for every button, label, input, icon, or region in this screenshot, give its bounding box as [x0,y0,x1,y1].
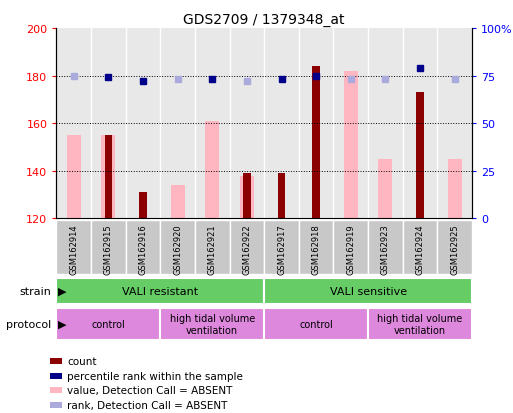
Bar [240,176,254,219]
Text: high tidal volume
ventilation: high tidal volume ventilation [170,313,255,335]
Text: percentile rank within the sample: percentile rank within the sample [68,371,243,381]
Bar [403,221,437,275]
Bar [278,174,285,219]
Bar [448,159,462,219]
Bar [195,221,229,275]
Text: GSM162914: GSM162914 [69,224,78,274]
Bar [379,159,392,219]
Text: high tidal volume
ventilation: high tidal volume ventilation [378,313,463,335]
Bar [105,136,112,219]
Bar [333,221,368,275]
Text: VALI sensitive: VALI sensitive [329,286,407,296]
Bar [437,221,472,275]
Bar [416,93,424,219]
Text: strain: strain [19,286,51,296]
Text: GSM162921: GSM162921 [208,224,217,274]
Text: GSM162917: GSM162917 [277,224,286,274]
Text: control: control [299,319,333,329]
Bar [56,221,91,275]
Text: ▶: ▶ [58,286,67,296]
Bar [160,309,264,340]
Bar [50,373,62,379]
Text: VALI resistant: VALI resistant [122,286,199,296]
Bar [50,358,62,364]
Bar [229,221,264,275]
Text: GSM162924: GSM162924 [416,224,425,274]
Bar [243,174,251,219]
Bar [67,136,81,219]
Text: GSM162915: GSM162915 [104,224,113,274]
Bar [139,193,147,219]
Bar [56,309,160,340]
Text: GSM162916: GSM162916 [139,224,148,274]
Bar [368,221,403,275]
Text: GSM162920: GSM162920 [173,224,182,274]
Text: ▶: ▶ [58,319,67,329]
Text: GSM162918: GSM162918 [311,224,321,274]
Bar [50,387,62,393]
Text: value, Detection Call = ABSENT: value, Detection Call = ABSENT [68,385,233,395]
Text: GSM162919: GSM162919 [346,224,356,274]
Bar [56,278,264,304]
Text: count: count [68,356,97,366]
Text: GSM162923: GSM162923 [381,224,390,274]
Text: GSM162925: GSM162925 [450,224,459,274]
Bar [312,67,320,219]
Bar [50,402,62,408]
Bar [264,221,299,275]
Bar [264,309,368,340]
Bar [344,71,358,219]
Bar [102,136,115,219]
Bar [91,221,126,275]
Text: control: control [91,319,125,329]
Bar [299,221,333,275]
Text: GSM162922: GSM162922 [242,224,251,274]
Bar [171,185,185,219]
Bar [368,309,472,340]
Bar [160,221,195,275]
Text: rank, Detection Call = ABSENT: rank, Detection Call = ABSENT [68,400,228,410]
Bar [264,278,472,304]
Text: protocol: protocol [6,319,51,329]
Bar [126,221,160,275]
Bar [205,121,219,219]
Title: GDS2709 / 1379348_at: GDS2709 / 1379348_at [184,12,345,26]
